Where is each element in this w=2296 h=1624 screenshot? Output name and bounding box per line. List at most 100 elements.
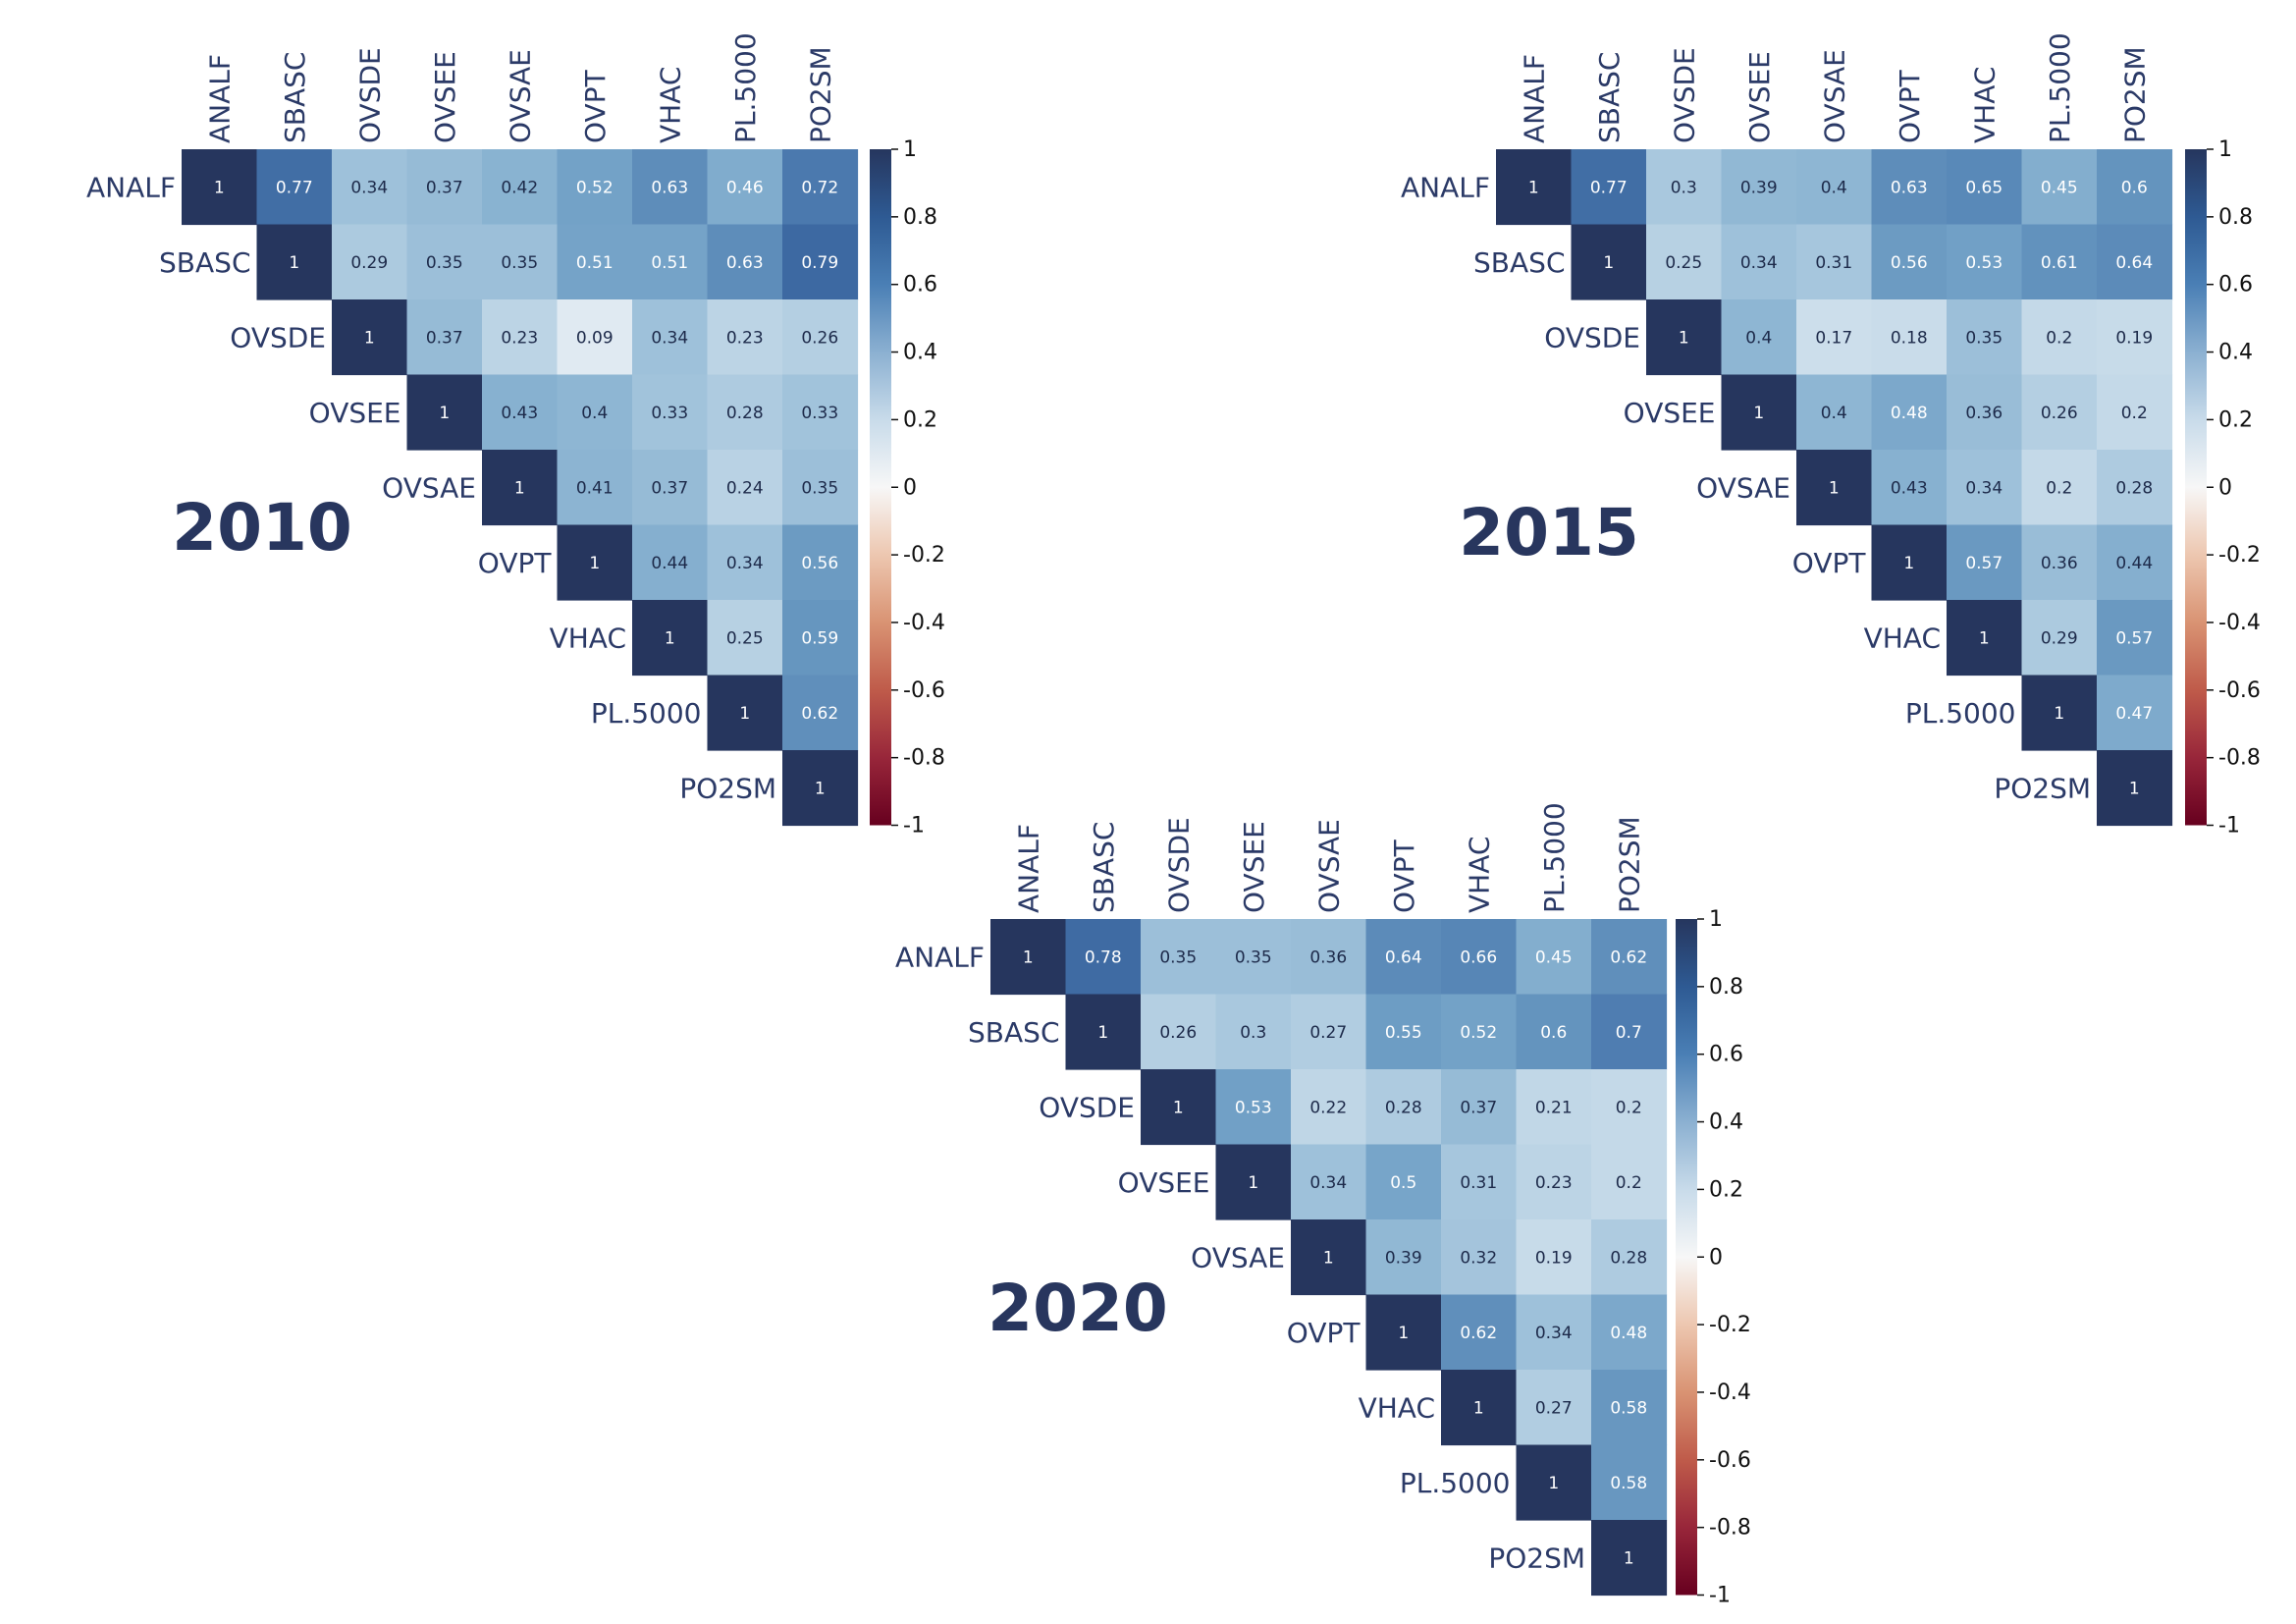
heatmap-panel-2020: 1 0.78 0.35 0.35 0.36 0.64 0.66 0.45 0.62 1 0.26 0.… bbox=[895, 802, 1751, 1607]
cell-value-label: 0.28 bbox=[2115, 478, 2153, 498]
heatmap-cell bbox=[2097, 524, 2173, 601]
heatmap-cell bbox=[1571, 149, 1647, 226]
heatmap-cell bbox=[1591, 1370, 1668, 1446]
heatmap-cell bbox=[406, 149, 483, 226]
heatmap-cell bbox=[1141, 1069, 1217, 1146]
heatmap-cell bbox=[2021, 149, 2098, 226]
column-label: OVPT bbox=[1894, 69, 1926, 143]
cell-value-label: 0.78 bbox=[1085, 947, 1122, 967]
heatmap-cell bbox=[406, 374, 483, 451]
cell-value-label: 0.19 bbox=[1535, 1248, 1573, 1268]
column-label: PO2SM bbox=[2118, 46, 2151, 143]
heatmap-cell bbox=[2021, 524, 2098, 601]
row-label: VHAC bbox=[1359, 1391, 1435, 1424]
row-label: PL.5000 bbox=[591, 697, 702, 730]
cell-value-label: 1 bbox=[214, 178, 225, 197]
heatmap-cell bbox=[782, 524, 859, 601]
cell-value-label: 0.65 bbox=[1965, 178, 2002, 197]
cell-value-label: 0.62 bbox=[1610, 947, 1647, 967]
heatmap-cell bbox=[1796, 224, 1873, 300]
cell-value-label: 1 bbox=[439, 404, 450, 423]
heatmap-cell bbox=[1871, 299, 1948, 376]
heatmap-cell bbox=[1516, 994, 1592, 1070]
heatmap-cell bbox=[2021, 450, 2098, 526]
colorbar-tick-label: 0.8 bbox=[903, 205, 937, 230]
column-label: SBASC bbox=[1593, 52, 1626, 143]
colorbar-tick-label: 0.6 bbox=[1709, 1043, 1743, 1067]
cell-value-label: 0.56 bbox=[1891, 253, 1928, 273]
cell-value-label: 0.77 bbox=[1590, 178, 1628, 197]
heatmap-cell bbox=[1721, 374, 1797, 451]
heatmap-cell bbox=[1516, 919, 1592, 996]
heatmap-cell bbox=[1215, 994, 1292, 1070]
cell-value-label: 0.2 bbox=[1616, 1173, 1642, 1193]
heatmap-cell bbox=[482, 299, 559, 376]
row-label: VHAC bbox=[550, 622, 626, 654]
heatmap-cell bbox=[1871, 374, 1948, 451]
cell-value-label: 0.28 bbox=[1385, 1098, 1422, 1117]
cell-value-label: 0.19 bbox=[2115, 328, 2153, 348]
heatmap-cell bbox=[1796, 149, 1873, 226]
cell-value-label: 0.6 bbox=[2121, 178, 2148, 197]
cell-value-label: 0.21 bbox=[1535, 1098, 1573, 1117]
colorbar-tick-label: -0.4 bbox=[1709, 1380, 1751, 1405]
cell-value-label: 1 bbox=[1023, 947, 1034, 967]
heatmap-cell bbox=[1065, 919, 1142, 996]
cell-value-label: 1 bbox=[1603, 253, 1614, 273]
cell-value-label: 0.23 bbox=[726, 328, 764, 348]
cell-value-label: 0.39 bbox=[1385, 1248, 1422, 1268]
cell-value-label: 0.2 bbox=[2121, 404, 2148, 423]
column-label: OVSEE bbox=[1743, 51, 1776, 143]
cell-value-label: 0.58 bbox=[1610, 1474, 1647, 1493]
cell-value-label: 0.37 bbox=[426, 178, 463, 197]
heatmap-cell bbox=[1571, 224, 1647, 300]
cell-value-label: 0.6 bbox=[1540, 1023, 1567, 1043]
heatmap-cell bbox=[782, 299, 859, 376]
heatmap-cell bbox=[1215, 1069, 1292, 1146]
cell-value-label: 0.36 bbox=[2041, 554, 2078, 573]
cell-value-label: 0.63 bbox=[726, 253, 764, 273]
cell-value-label: 0.64 bbox=[1385, 947, 1422, 967]
cell-value-label: 1 bbox=[1679, 328, 1689, 348]
cell-value-label: 0.2 bbox=[2046, 478, 2072, 498]
cell-value-label: 0.57 bbox=[1965, 554, 2002, 573]
heatmap-cell bbox=[557, 524, 633, 601]
heatmap-cell bbox=[1065, 994, 1142, 1070]
heatmap-cell bbox=[1516, 1219, 1592, 1296]
heatmap-cell bbox=[707, 224, 783, 300]
cell-value-label: 0.37 bbox=[651, 478, 688, 498]
column-label: PO2SM bbox=[1613, 816, 1645, 913]
row-label: OVSEE bbox=[1118, 1166, 1210, 1199]
cell-value-label: 0.17 bbox=[1815, 328, 1852, 348]
heatmap-cell bbox=[2021, 600, 2098, 677]
column-label: OVSAE bbox=[504, 49, 536, 143]
row-label: OVSEE bbox=[1624, 397, 1716, 429]
colorbar bbox=[1676, 919, 1697, 1596]
heatmap-cell bbox=[1947, 600, 2023, 677]
column-label: PO2SM bbox=[804, 46, 836, 143]
heatmap-cell bbox=[1441, 1370, 1518, 1446]
cell-value-label: 1 bbox=[2054, 704, 2064, 724]
heatmap-cell bbox=[1496, 149, 1573, 226]
cell-value-label: 1 bbox=[665, 628, 675, 648]
colorbar-tick-label: -0.8 bbox=[1709, 1516, 1751, 1541]
heatmap-cell bbox=[2021, 374, 2098, 451]
colorbar-tick-label: -1 bbox=[1709, 1584, 1731, 1608]
cell-value-label: 0.52 bbox=[1460, 1023, 1497, 1043]
heatmap-cell bbox=[1796, 374, 1873, 451]
heatmap-cell bbox=[1365, 1294, 1442, 1371]
heatmap-cell bbox=[1516, 1069, 1592, 1146]
row-label: PL.5000 bbox=[1905, 697, 2016, 730]
colorbar-tick-label: 0 bbox=[1709, 1245, 1723, 1270]
cell-value-label: 0.77 bbox=[276, 178, 313, 197]
heatmap-cell bbox=[1591, 1069, 1668, 1146]
column-label: OVSEE bbox=[429, 51, 461, 143]
heatmap-cell bbox=[707, 524, 783, 601]
colorbar-tick-label: 0.2 bbox=[903, 407, 937, 432]
row-label: PL.5000 bbox=[1400, 1467, 1511, 1499]
heatmap-cell bbox=[1591, 1294, 1668, 1371]
cell-value-label: 0.62 bbox=[801, 704, 838, 724]
cell-value-label: 1 bbox=[1753, 404, 1764, 423]
cell-value-label: 1 bbox=[2129, 779, 2140, 798]
heatmap-cell bbox=[1441, 1069, 1518, 1146]
